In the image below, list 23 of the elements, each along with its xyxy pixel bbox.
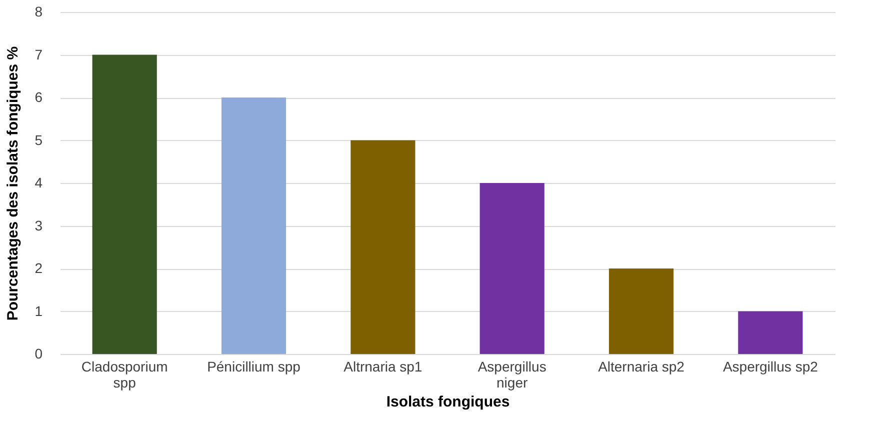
x-tick-label: Pénicillium spp: [207, 358, 301, 374]
x-tick-label: Altrnaria sp1: [344, 358, 422, 374]
y-tick-label: 7: [34, 46, 43, 62]
y-tick-label: 2: [34, 260, 43, 276]
y-tick-label: 1: [34, 302, 43, 319]
bar: [221, 98, 286, 354]
bar: [350, 140, 416, 354]
bar: [92, 54, 157, 354]
bar: [480, 183, 544, 354]
bar: [738, 311, 803, 354]
bar: [608, 268, 674, 354]
y-tick-label: 6: [34, 89, 43, 105]
y-tick-label: 0: [34, 346, 43, 362]
x-tick-label: Alternaria sp2: [598, 358, 685, 374]
y-tick-label: 8: [34, 4, 43, 20]
y-tick-label: 4: [34, 174, 43, 190]
y-tick-label: 3: [34, 217, 43, 234]
y-axis-title: Pourcentages des isolats fongiques %: [4, 46, 22, 321]
x-tick-label: Aspergillus sp2: [722, 358, 818, 374]
x-tick-label: Aspergillus niger: [478, 358, 546, 390]
x-tick-label: Cladosporium spp: [81, 358, 168, 390]
y-tick-label: 5: [34, 132, 43, 148]
x-axis-title: Isolats fongiques: [386, 394, 510, 410]
